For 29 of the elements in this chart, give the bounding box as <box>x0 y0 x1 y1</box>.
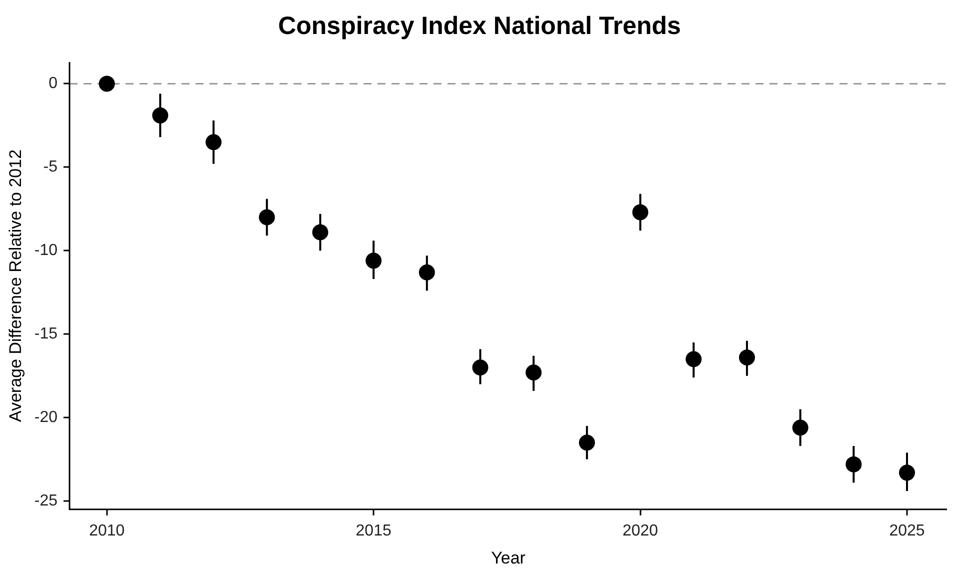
y-tick-label: -5 <box>43 158 58 176</box>
y-tick-label: -10 <box>34 242 58 260</box>
chart-title: Conspiracy Index National Trends <box>278 12 681 40</box>
point <box>366 252 382 269</box>
y-tick-label: 0 <box>48 75 58 92</box>
x-axis-title: Year <box>491 548 526 568</box>
point <box>312 224 328 240</box>
y-tick-label: -25 <box>34 492 58 510</box>
point <box>898 464 915 481</box>
point <box>846 456 862 472</box>
x-tick-label: 2010 <box>89 522 125 540</box>
point <box>686 351 702 368</box>
point <box>738 349 755 366</box>
point <box>578 434 595 451</box>
point <box>98 76 115 92</box>
x-tick-label: 2020 <box>622 522 658 540</box>
point <box>258 209 275 226</box>
point <box>526 364 542 381</box>
point <box>206 134 222 150</box>
y-tick-label: -20 <box>34 408 58 426</box>
y-axis-title: Average Difference Relative to 2012 <box>6 149 25 422</box>
point <box>152 107 168 124</box>
x-tick-label: 2015 <box>356 522 392 540</box>
x-tick-label: 2025 <box>889 522 925 540</box>
point <box>632 204 648 220</box>
y-tick-label: -15 <box>34 326 58 343</box>
point <box>418 264 435 280</box>
point <box>792 420 808 436</box>
point <box>472 360 488 376</box>
